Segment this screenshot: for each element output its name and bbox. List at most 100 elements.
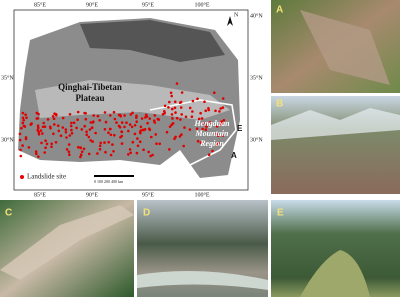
panel-label: B (276, 99, 283, 110)
landslide-dot (90, 126, 94, 129)
landslide-dot (152, 119, 156, 122)
landslide-dot (56, 124, 60, 127)
landslide-dot (42, 121, 45, 125)
north-arrow (227, 16, 233, 26)
landslide-dot (222, 118, 226, 122)
legend-label: Landslide site (27, 173, 66, 181)
landslide-dot (107, 140, 110, 144)
landslide-dot (69, 124, 73, 128)
landslide-dot (168, 100, 171, 104)
landslide-dot (68, 113, 72, 116)
landslide-dot (22, 124, 26, 128)
landslide-dot (46, 118, 50, 121)
landslide-dot (55, 113, 58, 117)
longitude-label: 85°E (34, 1, 46, 8)
landslide-dot (61, 126, 65, 129)
landslide-dot (53, 123, 56, 126)
landslide-dot (123, 125, 126, 129)
landslide-dot (76, 118, 79, 121)
landslide-dot (67, 150, 71, 154)
landslide-dot (199, 141, 203, 144)
landslide-dot (20, 126, 23, 130)
landslide-dot (21, 116, 25, 120)
landslide-dot (125, 121, 128, 124)
landslide-dot (35, 152, 38, 155)
landslide-dot (196, 97, 199, 101)
landslide-dot (143, 128, 147, 131)
landslide-dot (109, 114, 112, 117)
landslide-dot (220, 120, 223, 123)
landslide-dot (103, 141, 106, 144)
landslide-dot (76, 110, 80, 114)
landslide-dot (50, 145, 53, 149)
landslide-dot (131, 111, 134, 115)
panel-label: A (276, 5, 283, 16)
landslide-dot (204, 128, 208, 131)
landslide-dot (196, 139, 200, 143)
landslide-dot (21, 144, 24, 147)
landslide-dot (123, 114, 126, 117)
landslide-dot (113, 133, 116, 137)
landslide-dot (157, 118, 161, 121)
landslide-dot (117, 113, 121, 117)
landslide-dot (80, 128, 84, 131)
photo-e: E (271, 200, 400, 297)
landslide-dot (136, 144, 140, 148)
landslide-dot (34, 150, 38, 153)
landslide-dot (128, 148, 132, 151)
landslide-dot (37, 155, 40, 158)
latitude-label: 30°N (1, 136, 14, 143)
panel-label: E (277, 208, 284, 219)
landslide-dot (180, 133, 183, 136)
landslide-dot (40, 141, 43, 145)
landslide-dot (37, 133, 41, 136)
landslide-dot (180, 91, 184, 94)
landslide-dot (67, 143, 71, 146)
landslide-dot (214, 109, 217, 113)
landslide-dot (139, 125, 143, 129)
landslide-sites (18, 82, 226, 159)
panel-label: D (143, 208, 150, 219)
landslide-dot (168, 148, 171, 151)
landslide-dot (188, 106, 192, 110)
landslide-dot (65, 148, 69, 151)
landslide-dot (163, 110, 166, 113)
landslide-dot (112, 150, 115, 153)
landslide-dot (99, 141, 102, 145)
landslide-dot (70, 128, 73, 132)
longitude-label: 90°E (86, 1, 98, 8)
site-letter: E (237, 124, 243, 133)
landslide-dot (70, 132, 74, 135)
landslide-dot (148, 128, 152, 132)
landslide-dot (213, 91, 216, 94)
landslide-dot (136, 137, 139, 140)
landslide-dot (148, 117, 151, 120)
landslide-dot (65, 136, 68, 139)
map: Qinghai-Tibetan Plateau Hengduan Mountai… (1, 1, 263, 198)
landslide-dot (207, 107, 210, 110)
high-area (80, 20, 225, 62)
landslide-dot (36, 124, 40, 127)
plateau-label: Plateau (76, 93, 105, 103)
longitude-label: 100°E (194, 1, 209, 8)
landslide-dot (43, 125, 47, 128)
photo-a: A (271, 0, 400, 93)
landslide-dot (30, 122, 33, 125)
landslide-dot (120, 142, 124, 145)
landslide-dot (191, 99, 195, 103)
landslide-dot (25, 116, 28, 119)
legend-marker (20, 175, 24, 179)
landslide-dot (44, 146, 47, 149)
landslide-dot (89, 139, 92, 142)
landslide-dot (138, 140, 142, 143)
landslide-dot (51, 115, 55, 118)
landslide-dot (37, 126, 40, 130)
landslide-dot (98, 119, 101, 122)
landslide-dot (127, 129, 130, 133)
panel-label: C (5, 208, 12, 219)
landslide-dot (129, 151, 132, 155)
landslide-dot (59, 134, 63, 137)
landslide-dot (57, 129, 61, 133)
landslide-dot (61, 116, 65, 120)
